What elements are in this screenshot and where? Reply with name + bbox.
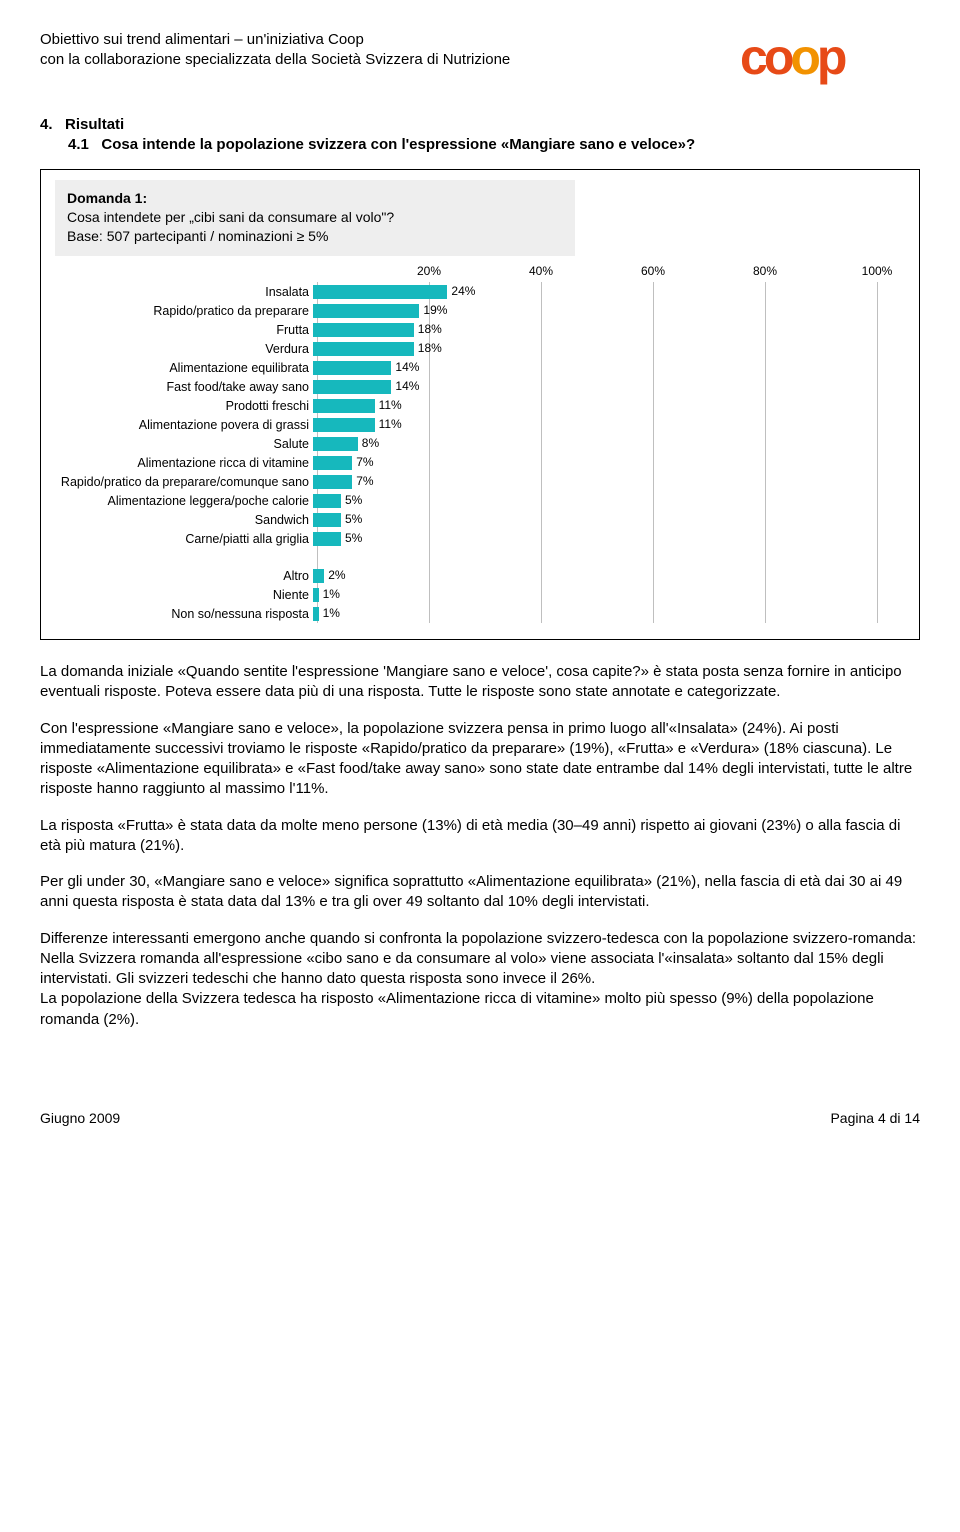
svg-text:coop: coop	[740, 30, 846, 85]
bar-row: Alimentazione povera di grassi 11%	[55, 415, 905, 434]
bar-row: Niente 1%	[55, 585, 905, 604]
bar-row: Fast food/take away sano 14%	[55, 377, 905, 396]
question-box: Domanda 1: Cosa intendete per „cibi sani…	[55, 180, 575, 256]
bar-row: Prodotti freschi 11%	[55, 396, 905, 415]
bar-row: Frutta 18%	[55, 320, 905, 339]
header-line2: con la collaborazione specializzata dell…	[40, 50, 510, 70]
bar-label: Sandwich	[55, 513, 313, 527]
bar-label: Carne/piatti alla griglia	[55, 532, 313, 546]
bar-value: 24%	[447, 284, 475, 298]
header-text: Obiettivo sui trend alimentari – un'iniz…	[40, 30, 510, 71]
bar-value: 14%	[391, 360, 419, 374]
bar-label: Frutta	[55, 323, 313, 337]
page-header: Obiettivo sui trend alimentari – un'iniz…	[40, 30, 920, 91]
bar-value: 5%	[341, 493, 362, 507]
bar-value: 7%	[352, 474, 373, 488]
bar-value: 5%	[341, 531, 362, 545]
bar-value: 1%	[319, 606, 340, 620]
bar-fill	[313, 285, 447, 299]
bar-value: 1%	[319, 587, 340, 601]
bar-label: Alimentazione povera di grassi	[55, 418, 313, 432]
bar-fill	[313, 418, 375, 432]
bar-row: Sandwich 5%	[55, 510, 905, 529]
bar-row: Altro 2%	[55, 566, 905, 585]
axis-tick: 80%	[753, 264, 777, 278]
bar-label: Rapido/pratico da preparare	[55, 304, 313, 318]
header-line1: Obiettivo sui trend alimentari – un'iniz…	[40, 30, 510, 50]
bar-value: 14%	[391, 379, 419, 393]
bar-label: Niente	[55, 588, 313, 602]
bar-value: 18%	[414, 322, 442, 336]
coop-logo: coop	[740, 30, 920, 91]
bar-row: Insalata 24%	[55, 282, 905, 301]
bar-row: Rapido/pratico da preparare/comunque san…	[55, 472, 905, 491]
chart-container: Domanda 1: Cosa intendete per „cibi sani…	[40, 169, 920, 640]
bar-row: Rapido/pratico da preparare 19%	[55, 301, 905, 320]
bar-fill	[313, 323, 414, 337]
page-footer: Giugno 2009 Pagina 4 di 14	[40, 1110, 920, 1126]
bar-label: Alimentazione leggera/poche calorie	[55, 494, 313, 508]
bar-row: Salute 8%	[55, 434, 905, 453]
bar-row: Alimentazione leggera/poche calorie 5%	[55, 491, 905, 510]
bar-label: Salute	[55, 437, 313, 451]
bar-label: Prodotti freschi	[55, 399, 313, 413]
paragraph-2: Con l'espressione «Mangiare sano e veloc…	[40, 719, 920, 800]
section-heading: 4. Risultati 4.1 Cosa intende la popolaz…	[40, 116, 920, 155]
footer-date: Giugno 2009	[40, 1110, 120, 1126]
bar-value: 18%	[414, 341, 442, 355]
bar-fill	[313, 456, 352, 470]
chart-bars-other: Altro 2% Niente 1% Non so/nessuna risposta 1%	[55, 566, 905, 623]
paragraph-4: Per gli under 30, «Mangiare sano e veloc…	[40, 872, 920, 913]
bar-fill	[313, 361, 391, 375]
axis-tick: 20%	[417, 264, 441, 278]
bar-fill	[313, 569, 324, 583]
bar-label: Verdura	[55, 342, 313, 356]
question-title: Domanda 1:	[67, 190, 563, 206]
bar-fill	[313, 399, 375, 413]
bar-row: Carne/piatti alla griglia 5%	[55, 529, 905, 548]
bar-value: 7%	[352, 455, 373, 469]
bar-label: Alimentazione equilibrata	[55, 361, 313, 375]
bar-label: Fast food/take away sano	[55, 380, 313, 394]
footer-page: Pagina 4 di 14	[830, 1110, 920, 1126]
chart-axis: 20% 40% 60% 80% 100%	[317, 264, 905, 280]
paragraph-1: La domanda iniziale «Quando sentite l'es…	[40, 662, 920, 703]
bar-label: Alimentazione ricca di vitamine	[55, 456, 313, 470]
question-line2: Base: 507 partecipanti / nominazioni ≥ 5…	[67, 227, 563, 246]
bar-fill	[313, 494, 341, 508]
bar-value: 8%	[358, 436, 379, 450]
paragraph-5: Differenze interessanti emergono anche q…	[40, 929, 920, 1030]
bar-label: Non so/nessuna risposta	[55, 607, 313, 621]
bar-fill	[313, 532, 341, 546]
bar-row: Alimentazione ricca di vitamine 7%	[55, 453, 905, 472]
bar-fill	[313, 304, 419, 318]
question-line1: Cosa intendete per „cibi sani da consuma…	[67, 208, 563, 227]
bar-value: 11%	[375, 398, 402, 412]
bar-row: Non so/nessuna risposta 1%	[55, 604, 905, 623]
bar-value: 19%	[419, 303, 447, 317]
bar-fill	[313, 513, 341, 527]
axis-tick: 60%	[641, 264, 665, 278]
paragraph-3: La risposta «Frutta» è stata data da mol…	[40, 816, 920, 857]
bar-value: 2%	[324, 568, 345, 582]
bar-fill	[313, 437, 358, 451]
bar-value: 5%	[341, 512, 362, 526]
bar-value: 11%	[375, 417, 402, 431]
bar-row: Verdura 18%	[55, 339, 905, 358]
bar-label: Altro	[55, 569, 313, 583]
bar-fill	[313, 475, 352, 489]
bar-label: Insalata	[55, 285, 313, 299]
bar-fill	[313, 342, 414, 356]
chart-bars-main: Insalata 24% Rapido/pratico da preparare 19…	[55, 282, 905, 548]
axis-tick: 40%	[529, 264, 553, 278]
bar-label: Rapido/pratico da preparare/comunque san…	[55, 475, 313, 489]
axis-tick: 100%	[862, 264, 893, 278]
bar-fill	[313, 380, 391, 394]
bar-row: Alimentazione equilibrata 14%	[55, 358, 905, 377]
